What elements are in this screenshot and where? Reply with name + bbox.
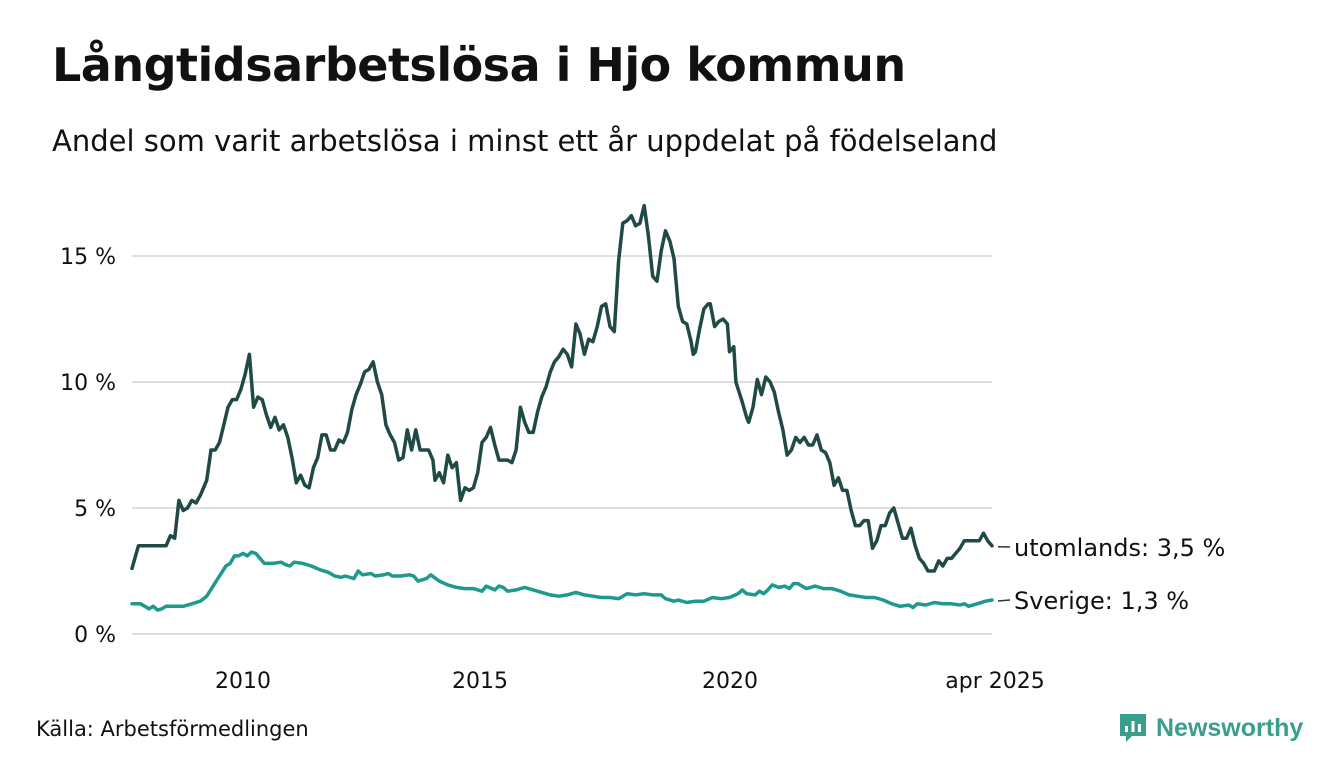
x-tick-label: 2015 — [452, 669, 508, 694]
x-tick-label: 2010 — [215, 669, 271, 694]
x-tick-label: 2020 — [702, 669, 758, 694]
end-label-utomlands: utomlands: 3,5 % — [1014, 534, 1225, 562]
end-label-sverige: Sverige: 1,3 % — [1014, 587, 1189, 615]
end-label-leader — [997, 599, 1011, 602]
y-tick-label: 0 % — [74, 623, 116, 648]
series-end-labels: utomlands: 3,5 % Sverige: 1,3 % — [997, 534, 1225, 615]
newsworthy-icon — [1120, 714, 1146, 742]
line-chart: 0 % 5 % 10 % 15 % 2010 2015 2020 apr 2025 utom… — [60, 203, 1225, 694]
y-tick-label: 5 % — [74, 497, 116, 522]
y-axis-ticks: 0 % 5 % 10 % 15 % — [60, 245, 116, 648]
x-tick-label: apr 2025 — [945, 669, 1044, 694]
grid-lines — [132, 255, 992, 635]
x-axis-ticks: 2010 2015 2020 apr 2025 — [215, 669, 1045, 694]
y-tick-label: 15 % — [60, 245, 116, 270]
series-line-utomlands — [130, 203, 994, 573]
brand-name: Newsworthy — [1156, 713, 1304, 742]
chart-subtitle: Andel som varit arbetslösa i minst ett å… — [52, 124, 998, 158]
y-tick-label: 10 % — [60, 371, 116, 396]
source-note: Källa: Arbetsförmedlingen — [36, 717, 309, 741]
series-lines — [130, 203, 994, 612]
brand-logo: Newsworthy — [1118, 712, 1303, 744]
chart-title: Långtidsarbetslösa i Hjo kommun — [52, 38, 906, 92]
series-line-sverige — [130, 550, 994, 612]
